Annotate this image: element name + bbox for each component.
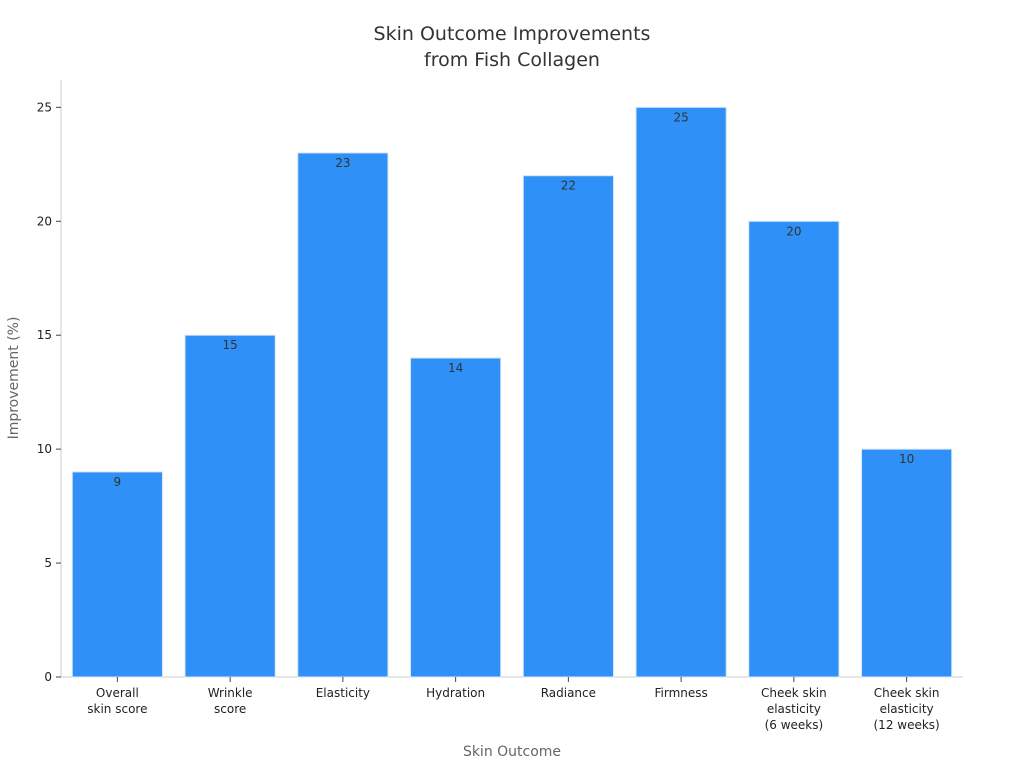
bars: [71, 106, 953, 678]
chart-title-line: from Fish Collagen: [424, 49, 600, 71]
bar-value-label: 20: [786, 224, 801, 238]
bar: [184, 334, 276, 678]
y-tick-label: 5: [44, 556, 52, 570]
bar-value-label: 14: [448, 361, 463, 375]
x-tick-label: Firmness: [654, 686, 707, 700]
x-tick-label: Hydration: [426, 686, 485, 700]
y-tick-label: 15: [37, 328, 52, 342]
bar: [861, 448, 953, 678]
y-axis-label: Improvement (%): [6, 317, 22, 440]
y-tick-label: 25: [37, 100, 52, 114]
x-tick-label: Cheek skin: [761, 686, 827, 700]
bar-value-label: 10: [899, 452, 914, 466]
x-tick-label: score: [214, 702, 246, 716]
bar: [522, 175, 614, 678]
chart-title-line: Skin Outcome Improvements: [374, 23, 651, 45]
x-tick-label: elasticity: [880, 702, 934, 716]
value-labels: 9 15 23 14 22 25 20 10: [114, 110, 915, 489]
bar: [635, 106, 727, 678]
x-tick-label: (6 weeks): [765, 718, 824, 732]
y-tick-label: 0: [44, 670, 52, 684]
x-tick-label: Elasticity: [316, 686, 370, 700]
bar-value-label: 23: [335, 156, 350, 170]
bar: [748, 220, 840, 678]
x-tick-label: Cheek skin: [874, 686, 940, 700]
bar-value-label: 22: [561, 179, 576, 193]
y-tick-label: 20: [37, 214, 52, 228]
bar: [71, 471, 163, 678]
bar: [410, 357, 502, 678]
bar-value-label: 9: [114, 475, 122, 489]
x-axis-label: Skin Outcome: [463, 744, 561, 760]
y-tick-label: 10: [37, 442, 52, 456]
x-tick-label: Overall: [96, 686, 139, 700]
x-tick-label: Radiance: [541, 686, 596, 700]
bar-value-label: 15: [222, 338, 237, 352]
bar-value-label: 25: [673, 110, 688, 124]
x-tick-label: skin score: [87, 702, 147, 716]
x-axis-ticks: Overall skin score Wrinkle score Elasticity H…: [87, 677, 940, 732]
x-tick-label: (12 weeks): [874, 718, 940, 732]
y-axis-ticks: 0 5 10 15 20 25: [37, 100, 61, 684]
bar: [297, 152, 389, 678]
x-tick-label: elasticity: [767, 702, 821, 716]
x-tick-label: Wrinkle: [208, 686, 253, 700]
chart-title: Skin Outcome Improvements from Fish Colla…: [374, 23, 651, 71]
